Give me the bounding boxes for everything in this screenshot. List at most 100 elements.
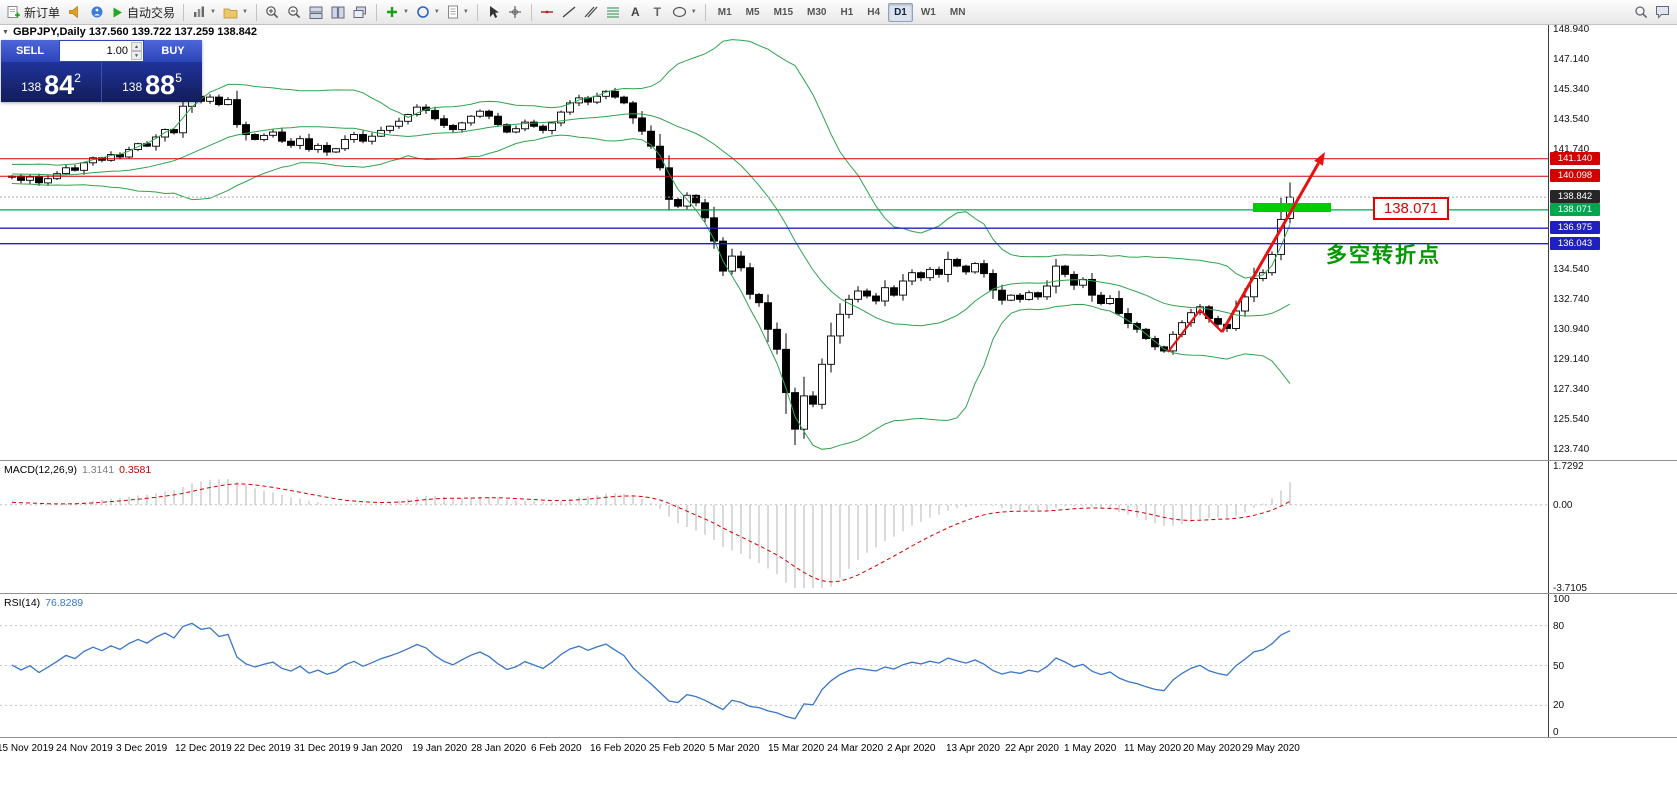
cascade-windows-button[interactable] [350,2,371,23]
community-icon [91,6,103,18]
new-chart-icon [194,6,205,17]
community-button[interactable] [86,2,107,23]
shapes-tool-button[interactable]: ▼ [669,2,700,23]
tf-button-M15[interactable]: M15 [773,6,794,18]
tf-button-H1[interactable]: H1 [840,6,854,18]
rsi-axis-label: 50 [1553,661,1565,672]
tf-button-M5[interactable]: M5 [745,6,760,18]
date-label: 15 Nov 2019 [0,743,54,754]
toolbar-separator [476,3,478,21]
macd-panel[interactable]: MACD(12,26,9) 1.3141 0.3581 1.7292 0.00 -3.7… [0,461,1677,594]
axis-price-label: 132.740 [1553,294,1590,305]
price-tag: 136.043 [1550,237,1600,250]
text-tool-button[interactable]: A [625,2,646,23]
cascade-windows-icon [353,6,367,18]
volume-up-button[interactable]: ▲ [131,42,142,51]
price-tag: 136.975 [1550,221,1600,234]
zoom-in-button[interactable] [262,2,283,23]
zoom-out-button[interactable] [284,2,305,23]
turning-point-annotation[interactable]: 多空转折点 [1326,244,1441,267]
panel-splitter[interactable] [0,593,1677,594]
price-chart[interactable] [0,25,1548,460]
axis-price-label: 147.140 [1553,54,1590,65]
template-page-icon [447,5,458,19]
objects-button[interactable]: ▼ [413,2,443,23]
crosshair-button[interactable] [505,2,526,23]
bid-pipette: 2 [74,71,81,85]
ask-prefix: 138 [122,80,143,94]
trendline-tool-button[interactable] [559,2,580,23]
hline-tool-button[interactable] [537,2,558,23]
ellipse-shape-icon [672,6,686,18]
search-button[interactable] [1630,2,1651,23]
horizontal-line-icon [541,10,554,14]
date-label: 20 May 2020 [1183,743,1241,754]
rsi-axis[interactable]: 100 80 50 20 0 [1548,594,1677,738]
label-tool-button[interactable]: T [647,2,668,23]
macd-name: MACD(12,26,9) [4,464,77,476]
bid-prefix: 138 [21,80,42,94]
sell-button[interactable]: SELL [1,40,59,62]
bid-price[interactable]: 138 84 2 [1,62,101,102]
label-t-icon: T [653,5,661,19]
date-label: 29 May 2020 [1242,743,1300,754]
date-label: 2 Apr 2020 [887,743,936,754]
toolbar-separator [530,3,532,21]
volume-down-button[interactable]: ▼ [131,51,142,60]
cursor-button[interactable] [483,2,504,23]
tf-button-MN[interactable]: MN [949,6,966,18]
tile-vertical-icon [331,6,345,18]
price-tag: 138.842 [1550,190,1600,203]
axis-price-label: 127.340 [1553,384,1590,395]
tf-button-D1[interactable]: D1 [888,2,913,22]
price-tag: 140.098 [1550,169,1600,182]
tile-horizontal-icon [309,6,323,19]
templates-button[interactable]: ▼ [444,2,472,23]
new-chart-button[interactable]: ▼ [189,2,219,23]
new-order-button[interactable]: 新订单 [4,2,63,23]
indicators-button[interactable]: ▼ [382,2,412,23]
horn-icon [68,5,78,19]
bollinger-bands [11,39,1291,450]
volume-input[interactable] [60,41,143,61]
one-click-collapse-toggle[interactable]: ▼ [2,29,9,36]
autotrading-button[interactable]: 自动交易 [108,2,178,23]
tf-button-M1[interactable]: M1 [717,6,732,18]
main-chart-panel[interactable]: 148.940 147.140 145.340 143.540 141.740 134.5… [0,24,1677,460]
date-axis[interactable]: 15 Nov 2019 24 Nov 2019 3 Dec 2019 12 Dec 2… [0,738,1677,764]
date-label: 22 Dec 2019 [234,743,291,754]
caret-down-icon: ▼ [462,9,469,15]
new-order-label: 新订单 [24,5,61,20]
tile-horizontal-button[interactable] [306,2,327,23]
trendline-icon [562,6,576,18]
fibonacci-tool-button[interactable] [603,2,624,23]
channel-tool-button[interactable] [581,2,602,23]
tf-button-H4[interactable]: H4 [867,6,881,18]
objects-circle-icon [417,6,429,18]
rsi-panel[interactable]: RSI(14) 76.8289 100 80 50 20 0 [0,594,1677,738]
candles [8,79,1294,445]
tf-button-W1[interactable]: W1 [920,6,936,18]
autotrading-play-icon [113,7,123,17]
tile-vertical-button[interactable] [328,2,349,23]
rsi-chart[interactable] [0,594,1548,737]
toolbar-separator [255,3,257,21]
axis-price-label: 141.740 [1553,144,1590,155]
date-label: 31 Dec 2019 [294,743,351,754]
price-axis[interactable]: 148.940 147.140 145.340 143.540 141.740 134.5… [1548,24,1677,460]
buy-button[interactable]: BUY [144,40,202,62]
ask-price[interactable]: 138 88 5 [101,62,202,102]
macd-axis[interactable]: 1.7292 0.00 -3.7105 [1548,461,1677,594]
tf-button-M30[interactable]: M30 [807,6,827,18]
profiles-button[interactable]: ▼ [220,2,251,23]
indicators-plus-icon [386,7,397,17]
zoom-in-icon [266,6,279,19]
ask-pipette: 5 [175,71,182,85]
macd-chart[interactable] [0,461,1548,593]
price-note-annotation[interactable]: 138.071 [1373,197,1449,220]
horn-button[interactable] [64,2,85,23]
panel-splitter[interactable] [0,460,1677,461]
chat-button[interactable] [1652,2,1673,23]
panel-splitter[interactable] [0,737,1677,738]
macd-axis-label: 0.00 [1553,500,1573,511]
